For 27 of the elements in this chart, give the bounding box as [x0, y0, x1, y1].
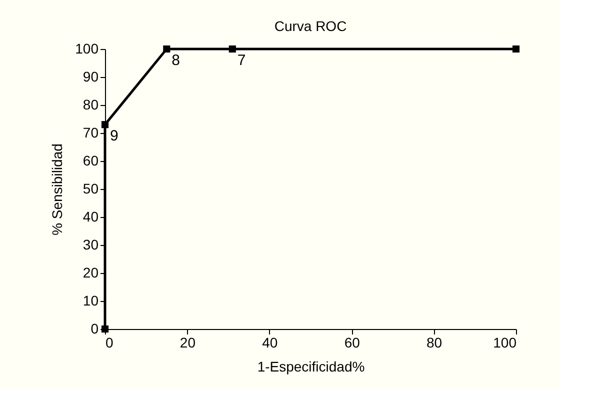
- y-tick-label: 0: [90, 320, 99, 336]
- y-tick-label: 100: [75, 40, 99, 56]
- y-tick-label: 40: [82, 208, 99, 224]
- y-tick-label: 10: [82, 292, 99, 308]
- chart-title: Curva ROC: [274, 18, 347, 34]
- point: [101, 121, 109, 128]
- y-tick-label: 60: [82, 152, 99, 168]
- x-tick-label: 20: [180, 334, 196, 350]
- annotation: 8: [172, 52, 180, 69]
- x-tick-label: 0: [106, 334, 114, 350]
- point: [163, 45, 170, 53]
- x-tick-label: 40: [262, 334, 278, 350]
- y-tick-label: 30: [82, 236, 99, 252]
- point: [512, 45, 520, 53]
- x-axis-title: 1-Especificidad%: [257, 358, 365, 374]
- annotation: 9: [110, 128, 118, 145]
- y-tick-label: 70: [82, 124, 99, 140]
- x-tick-label: 60: [344, 334, 360, 350]
- point: [228, 45, 236, 53]
- y-tick-label: 20: [82, 264, 99, 280]
- annotation: 7: [237, 52, 246, 69]
- x-tick-label: 80: [426, 334, 442, 350]
- y-axis-title: % Sensibilidad: [49, 144, 66, 236]
- x-tick-label: 100: [493, 334, 517, 350]
- y-tick-label: 50: [82, 180, 99, 196]
- y-tick-label: 80: [82, 96, 99, 112]
- y-tick-label: 90: [82, 68, 99, 84]
